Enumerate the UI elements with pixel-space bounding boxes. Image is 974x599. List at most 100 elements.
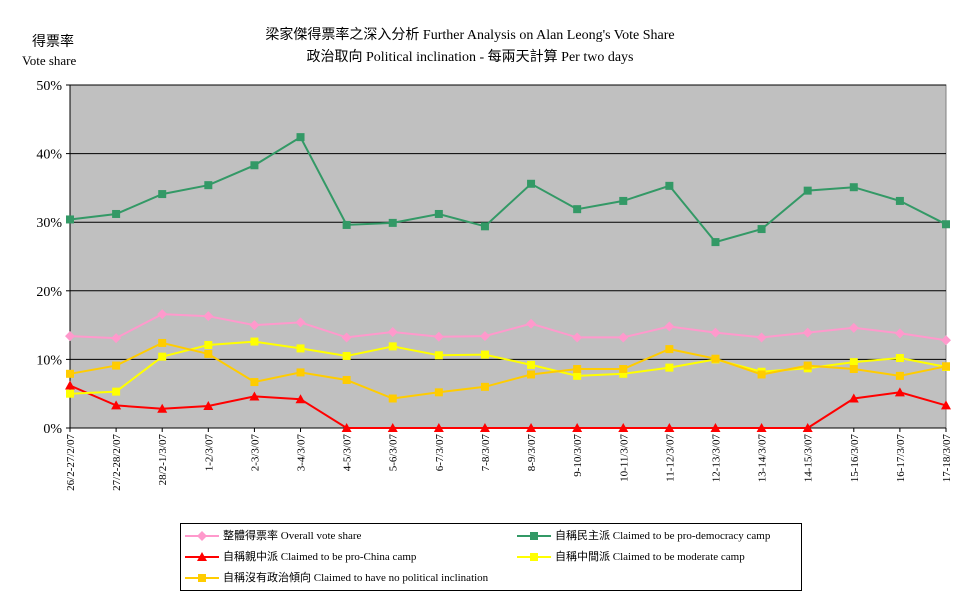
data-point-s3-10 — [527, 360, 536, 369]
data-point-s4-17 — [849, 365, 858, 374]
data-point-s4-1 — [112, 361, 121, 370]
data-point-s1-9 — [480, 222, 489, 231]
x-tick-label-19: 17-18/3/07 — [941, 434, 953, 483]
data-point-s0-19 — [941, 335, 951, 346]
data-point-s0-2 — [157, 309, 168, 320]
data-point-s0-0 — [65, 331, 75, 342]
x-tick-label-13: 11-12/3/07 — [664, 434, 676, 482]
data-point-s0-14 — [710, 327, 721, 338]
x-tick-label-12: 10-11/3/07 — [618, 434, 630, 482]
data-point-s1-15 — [757, 225, 766, 234]
data-point-s4-2 — [158, 338, 167, 347]
data-point-s2-1 — [111, 400, 122, 410]
data-point-s1-10 — [527, 179, 536, 188]
data-point-s2-9 — [479, 423, 490, 432]
data-point-s4-14 — [711, 354, 720, 363]
x-tick-label-2: 28/2-1/3/07 — [157, 434, 169, 486]
data-point-s2-16 — [802, 423, 813, 432]
legend-marker-no-inclination — [185, 574, 219, 582]
legend-marker-overall — [185, 531, 219, 541]
data-point-s2-17 — [848, 393, 859, 403]
data-point-s4-4 — [250, 378, 259, 387]
y-tick-label-50: 50% — [36, 79, 62, 94]
data-point-s4-8 — [434, 388, 443, 397]
data-point-s3-3 — [204, 340, 213, 349]
data-point-s1-11 — [573, 205, 582, 214]
data-point-s3-1 — [112, 387, 121, 396]
data-point-s1-14 — [711, 238, 720, 247]
series-line-1 — [69, 135, 947, 244]
data-point-s0-7 — [387, 326, 398, 337]
data-point-s4-7 — [388, 394, 397, 403]
x-tick-label-9: 7-8/3/07 — [480, 434, 492, 472]
data-point-s1-1 — [112, 209, 121, 218]
data-point-s3-4 — [250, 337, 259, 346]
data-point-s0-13 — [664, 321, 675, 332]
x-tick-label-18: 16-17/3/07 — [895, 434, 907, 483]
data-point-s0-10 — [526, 318, 537, 329]
x-tick-label-6: 4-5/3/07 — [342, 434, 354, 472]
data-point-s1-18 — [895, 196, 904, 205]
data-point-s4-16 — [803, 361, 812, 370]
series-line-4 — [69, 341, 947, 400]
y-tick-label-0: 0% — [43, 422, 62, 437]
data-point-s4-13 — [665, 345, 674, 354]
data-point-s1-3 — [204, 181, 213, 190]
data-point-s0-9 — [479, 331, 490, 342]
data-point-s4-0 — [66, 369, 74, 378]
x-tick-label-0: 26/2-27/2/07 — [65, 434, 77, 491]
data-point-s3-8 — [434, 351, 443, 360]
data-point-s0-6 — [341, 332, 352, 343]
data-point-s1-5 — [296, 133, 305, 142]
y-tick-label-30: 30% — [36, 216, 62, 231]
data-point-s0-4 — [249, 320, 260, 331]
data-point-s0-18 — [894, 328, 905, 339]
data-point-s3-17 — [849, 358, 858, 367]
data-point-s0-12 — [618, 332, 629, 343]
data-point-s4-11 — [573, 365, 582, 374]
data-point-s3-11 — [573, 371, 582, 380]
data-point-s3-12 — [619, 369, 628, 378]
chart-title-line-1: 梁家傑得票率之深入分析 Further Analysis on Alan Leo… — [265, 28, 675, 43]
legend-label-pro-democracy: 自稱民主派 Claimed to be pro-democracy camp — [555, 530, 771, 542]
data-point-s4-6 — [342, 375, 351, 384]
data-point-s3-5 — [296, 344, 305, 353]
data-point-s2-18 — [894, 387, 905, 397]
y-tick-label-20: 20% — [36, 285, 62, 300]
line-chart: 0% 10% 20% 30% 40% 50% 26/2-27/2/07 27/2-28/2/0… — [36, 79, 953, 491]
data-point-s0-3 — [203, 311, 214, 322]
legend-marker-pro-democracy — [517, 532, 551, 540]
data-point-s3-0 — [66, 389, 74, 398]
x-tick-label-14: 12-13/3/07 — [710, 434, 722, 483]
data-point-s2-4 — [249, 391, 260, 401]
data-point-s4-9 — [480, 382, 489, 391]
data-point-s2-10 — [526, 423, 537, 432]
x-tick-label-16: 14-15/3/07 — [803, 434, 815, 483]
data-point-s0-16 — [802, 327, 813, 338]
data-point-s1-19 — [942, 220, 950, 229]
legend-label-overall: 整體得票率 Overall vote share — [223, 530, 362, 542]
x-tick-label-11: 9-10/3/07 — [572, 434, 584, 477]
y-tick-label-40: 40% — [36, 148, 62, 163]
data-point-s2-13 — [664, 423, 675, 432]
data-point-s1-7 — [388, 218, 397, 227]
legend-label-no-inclination: 自稱沒有政治傾向 Claimed to have no political in… — [223, 572, 489, 584]
data-point-s4-3 — [204, 349, 213, 358]
x-tick-label-1: 27/2-28/2/07 — [111, 434, 123, 491]
data-point-s2-14 — [710, 423, 721, 432]
legend-marker-pro-china — [185, 552, 219, 561]
data-point-s2-11 — [572, 423, 583, 432]
series-line-3 — [69, 340, 947, 395]
data-point-s2-8 — [433, 423, 444, 432]
data-point-s4-12 — [619, 365, 628, 374]
data-point-s1-4 — [250, 161, 259, 170]
series-line-2 — [69, 384, 947, 429]
x-tick-label-3: 1-2/3/07 — [203, 434, 215, 472]
data-point-s0-8 — [433, 331, 444, 342]
x-tick-label-7: 5-6/3/07 — [388, 434, 400, 472]
y-axis-label-english: Vote share — [22, 53, 77, 68]
data-point-s0-11 — [572, 332, 583, 343]
data-point-s3-6 — [342, 351, 351, 360]
series-line-0 — [69, 313, 947, 342]
data-point-s0-5 — [295, 317, 306, 328]
